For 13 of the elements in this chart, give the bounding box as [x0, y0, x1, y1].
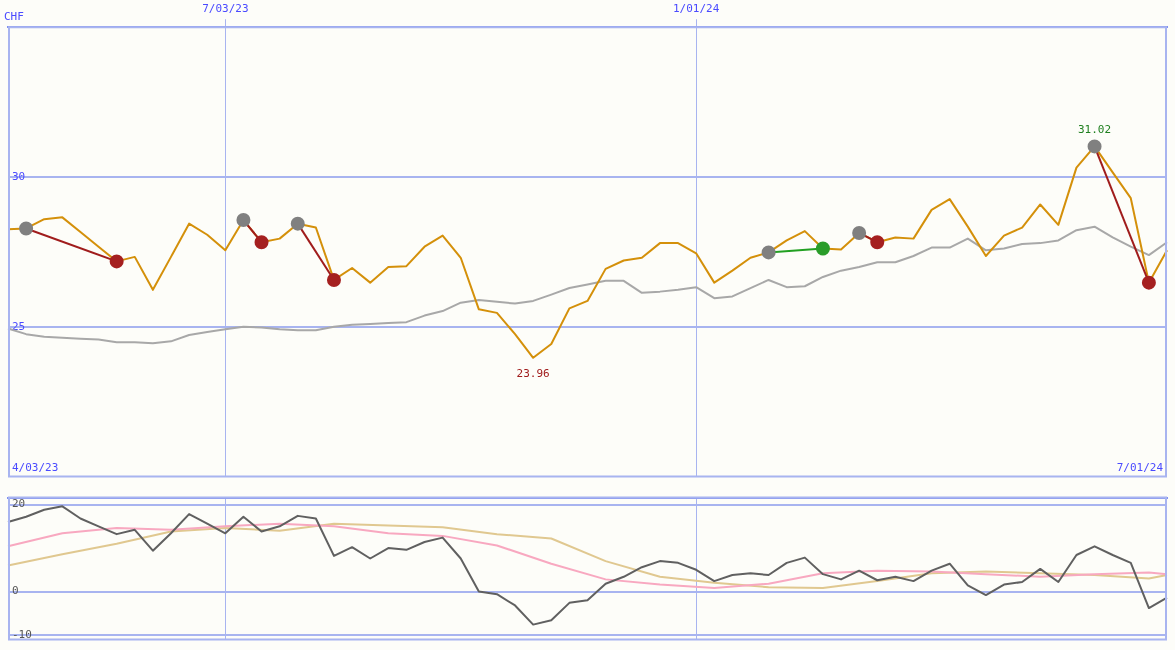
- y-axis-title: CHF: [4, 10, 24, 24]
- annotation: 7/01/24: [1116, 461, 1164, 475]
- annotation: 23.96: [516, 366, 550, 380]
- annotation: 31.02: [1078, 123, 1112, 137]
- annotation: 4/03/23: [12, 461, 59, 475]
- y-tick-label: 20: [12, 497, 26, 511]
- y-tick-label: 25: [12, 319, 26, 333]
- point: [815, 241, 830, 256]
- x-tick-label: 1/01/24: [672, 2, 720, 16]
- y-tick-label: -10: [12, 627, 32, 641]
- x-tick-label: 7/03/23: [202, 2, 249, 16]
- y-tick-label: 0: [12, 584, 19, 598]
- y-tick-label: 30: [12, 169, 26, 183]
